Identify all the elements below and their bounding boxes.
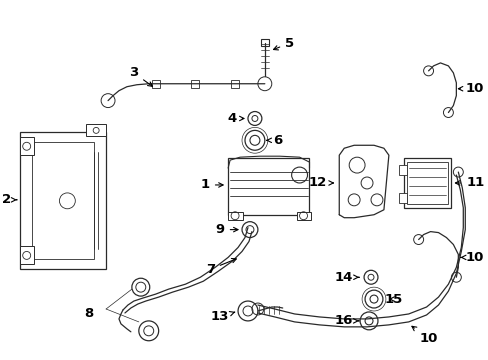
Bar <box>228 212 243 220</box>
Bar <box>260 39 268 46</box>
Text: 6: 6 <box>266 134 282 147</box>
Text: 14: 14 <box>334 271 358 284</box>
Bar <box>398 193 406 203</box>
Text: 10: 10 <box>411 326 437 345</box>
Text: 13: 13 <box>210 310 234 323</box>
Text: 10: 10 <box>457 82 484 95</box>
Bar <box>231 80 239 88</box>
Bar <box>296 212 311 220</box>
Bar <box>403 158 450 208</box>
Bar <box>20 247 34 264</box>
Bar <box>20 132 106 269</box>
Bar <box>86 125 106 136</box>
Text: 15: 15 <box>384 293 402 306</box>
Bar <box>406 162 447 204</box>
Bar <box>228 158 309 215</box>
Text: 16: 16 <box>334 314 358 327</box>
Bar <box>151 80 160 88</box>
Text: 8: 8 <box>84 307 94 320</box>
Text: 7: 7 <box>205 258 236 276</box>
Bar <box>32 142 94 260</box>
Text: 12: 12 <box>307 176 333 189</box>
Bar <box>191 80 199 88</box>
Text: 5: 5 <box>273 37 294 50</box>
Text: 1: 1 <box>201 179 223 192</box>
Text: 2: 2 <box>2 193 17 206</box>
Bar <box>398 165 406 175</box>
Text: 10: 10 <box>460 251 484 264</box>
Text: 11: 11 <box>454 176 483 189</box>
Text: 9: 9 <box>215 223 238 236</box>
Text: 3: 3 <box>129 66 152 86</box>
Bar <box>20 137 34 155</box>
Text: 4: 4 <box>227 112 244 125</box>
